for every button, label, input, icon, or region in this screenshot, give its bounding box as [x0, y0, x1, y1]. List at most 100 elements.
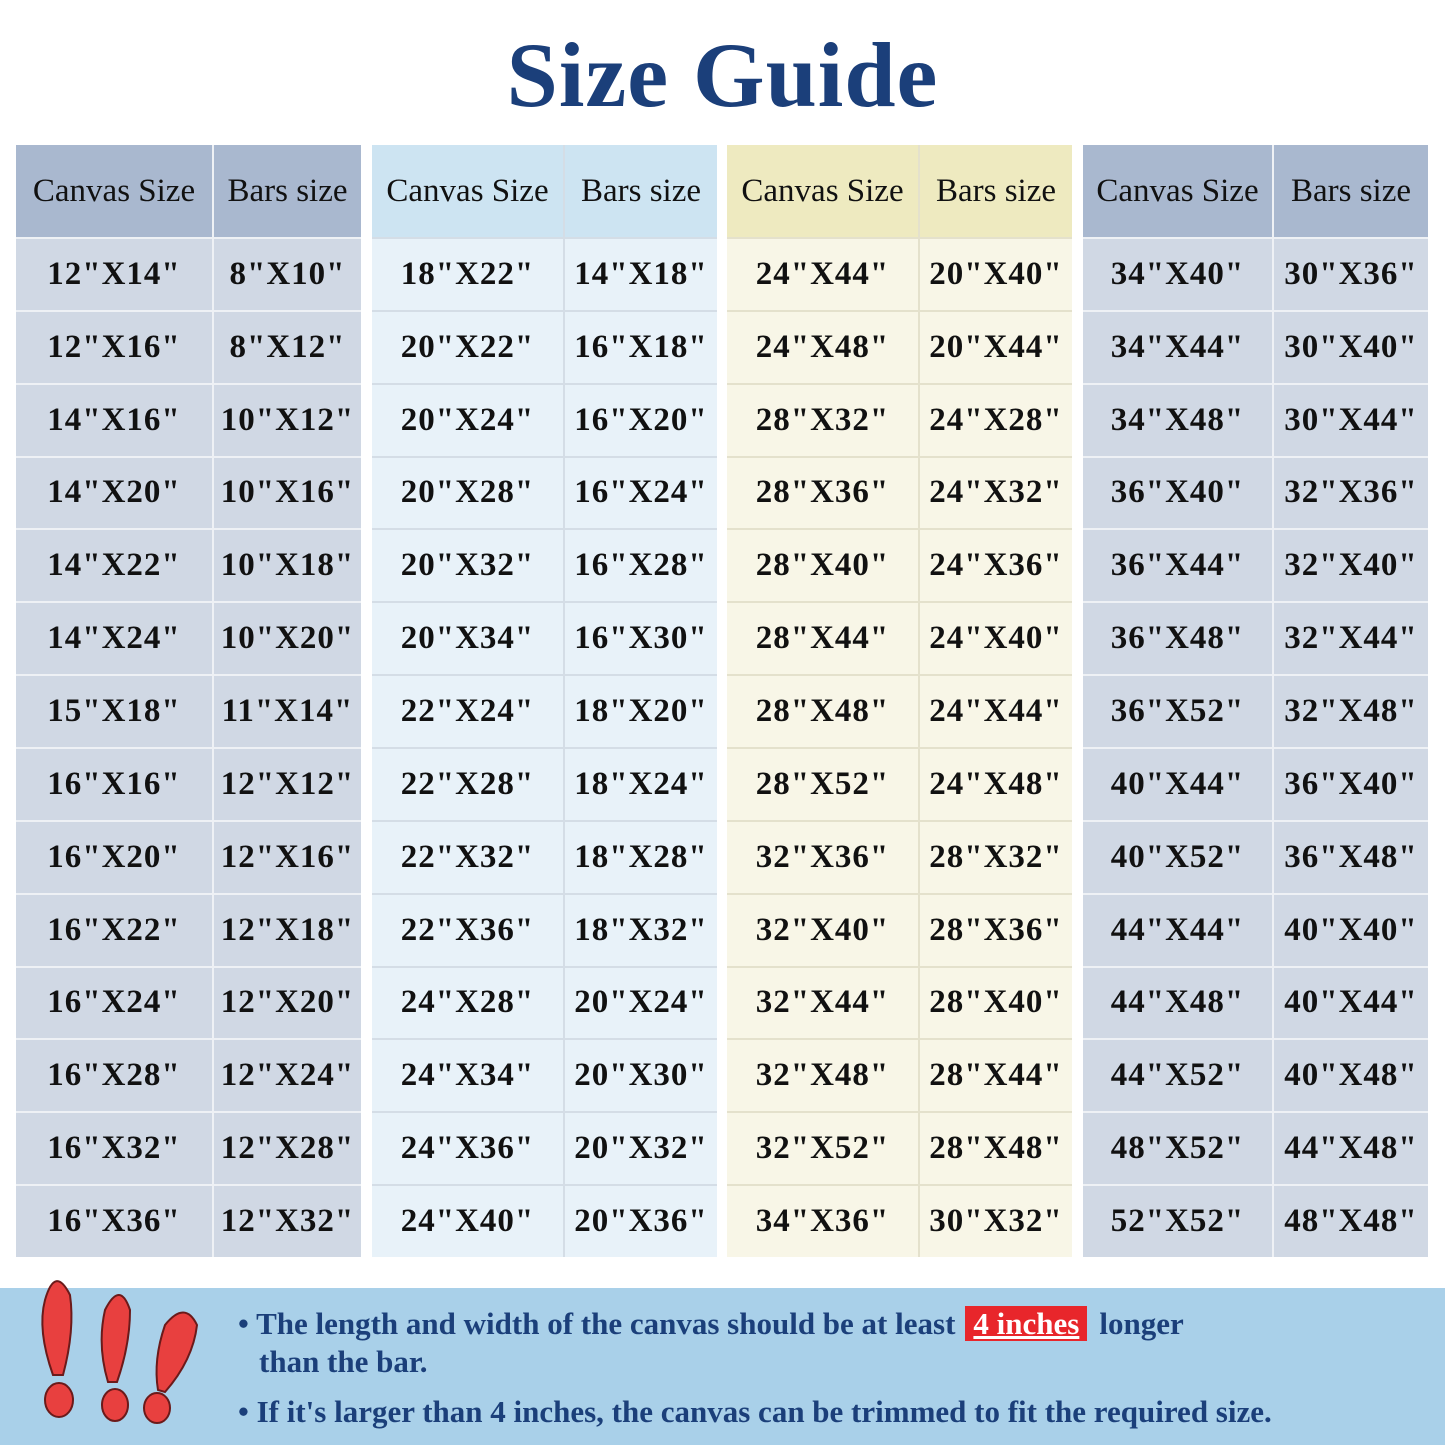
canvas-size-cell: 16"X20" — [16, 821, 212, 893]
canvas-size-cell: 22"X36" — [372, 894, 563, 966]
size-table-4: Canvas Size Bars size 34"X40" 30"X36" 34"X44… — [1083, 145, 1428, 1257]
canvas-size-cell: 36"X48" — [1083, 603, 1272, 675]
canvas-size-cell: 12"X14" — [16, 239, 212, 310]
canvas-size-cell: 34"X44" — [1083, 311, 1272, 383]
bars-size-cell: 36"X48" — [1274, 821, 1428, 893]
bars-size-cell: 32"X44" — [1274, 603, 1428, 675]
exclamation-marks-icon — [41, 1280, 199, 1424]
canvas-size-cell: 40"X52" — [1083, 821, 1272, 893]
canvas-size-cell: 34"X48" — [1083, 384, 1272, 456]
bars-size-cell: 28"X32" — [920, 821, 1072, 893]
bars-size-cell: 24"X40" — [920, 603, 1072, 675]
canvas-size-cell: 20"X22" — [372, 311, 563, 383]
note-2-text: If it's larger than 4 inches, the canvas… — [256, 1394, 1272, 1429]
bars-size-cell: 24"X36" — [920, 530, 1072, 602]
canvas-size-cell: 44"X52" — [1083, 1040, 1272, 1112]
canvas-size-cell: 32"X40" — [727, 894, 918, 966]
highlight-4-inches: 4 inches — [965, 1306, 1088, 1341]
canvas-size-cell: 22"X28" — [372, 748, 563, 820]
canvas-size-header: Canvas Size — [16, 145, 212, 237]
bars-size-cell: 20"X24" — [565, 967, 717, 1039]
bars-size-cell: 28"X48" — [920, 1113, 1072, 1185]
canvas-size-cell: 44"X44" — [1083, 894, 1272, 966]
canvas-size-cell: 36"X52" — [1083, 676, 1272, 747]
bars-size-cell: 20"X32" — [565, 1113, 717, 1185]
canvas-size-cell: 20"X28" — [372, 457, 563, 529]
bars-size-cell: 20"X44" — [920, 311, 1072, 383]
bars-size-cell: 48"X48" — [1274, 1186, 1428, 1257]
canvas-size-header: Canvas Size — [1083, 145, 1272, 237]
canvas-size-cell: 22"X32" — [372, 821, 563, 893]
canvas-size-cell: 14"X24" — [16, 603, 212, 675]
bars-size-cell: 12"X28" — [214, 1113, 361, 1185]
bars-size-header: Bars size — [565, 145, 717, 237]
canvas-size-cell: 44"X48" — [1083, 967, 1272, 1039]
canvas-size-cell: 14"X22" — [16, 530, 212, 602]
canvas-size-cell: 28"X44" — [727, 603, 918, 675]
canvas-size-cell: 32"X48" — [727, 1040, 918, 1112]
bars-size-cell: 16"X18" — [565, 311, 717, 383]
note-1-after: longer — [1099, 1306, 1184, 1341]
canvas-size-cell: 28"X48" — [727, 676, 918, 747]
bars-size-cell: 16"X24" — [565, 457, 717, 529]
size-table-1: Canvas Size Bars size 12"X14" 8"X10" 12"X16"… — [16, 145, 361, 1257]
bars-size-cell: 14"X18" — [565, 239, 717, 310]
canvas-size-cell: 28"X32" — [727, 384, 918, 456]
bars-size-cell: 18"X24" — [565, 748, 717, 820]
bars-size-cell: 24"X44" — [920, 676, 1072, 747]
canvas-size-cell: 20"X24" — [372, 384, 563, 456]
canvas-size-cell: 28"X36" — [727, 457, 918, 529]
bars-size-cell: 20"X30" — [565, 1040, 717, 1112]
canvas-size-cell: 34"X36" — [727, 1186, 918, 1257]
canvas-size-cell: 52"X52" — [1083, 1186, 1272, 1257]
bars-size-cell: 28"X40" — [920, 967, 1072, 1039]
bars-size-cell: 40"X40" — [1274, 894, 1428, 966]
bars-size-header: Bars size — [920, 145, 1072, 237]
canvas-size-header: Canvas Size — [372, 145, 563, 237]
canvas-size-cell: 20"X34" — [372, 603, 563, 675]
bars-size-cell: 30"X36" — [1274, 239, 1428, 310]
bars-size-cell: 20"X40" — [920, 239, 1072, 310]
canvas-size-cell: 16"X16" — [16, 748, 212, 820]
canvas-size-cell: 36"X44" — [1083, 530, 1272, 602]
bars-size-cell: 28"X44" — [920, 1040, 1072, 1112]
canvas-size-cell: 22"X24" — [372, 676, 563, 747]
canvas-size-cell: 28"X40" — [727, 530, 918, 602]
bars-size-cell: 8"X10" — [214, 239, 361, 310]
canvas-size-cell: 15"X18" — [16, 676, 212, 747]
canvas-size-cell: 18"X22" — [372, 239, 563, 310]
canvas-size-cell: 24"X36" — [372, 1113, 563, 1185]
canvas-size-header: Canvas Size — [727, 145, 918, 237]
page-title: Size Guide — [506, 24, 939, 126]
bars-size-cell: 12"X32" — [214, 1186, 361, 1257]
bars-size-cell: 18"X32" — [565, 894, 717, 966]
bars-size-cell: 30"X40" — [1274, 311, 1428, 383]
canvas-size-cell: 16"X32" — [16, 1113, 212, 1185]
size-table-2: Canvas Size Bars size 18"X22" 14"X18" 20"X22… — [372, 145, 717, 1257]
bars-size-cell: 10"X16" — [214, 457, 361, 529]
canvas-size-cell: 40"X44" — [1083, 748, 1272, 820]
bars-size-cell: 10"X12" — [214, 384, 361, 456]
bars-size-cell: 16"X28" — [565, 530, 717, 602]
notes-banner: • The length and width of the canvas sho… — [0, 1280, 1445, 1445]
size-table-3: Canvas Size Bars size 24"X44" 20"X40" 24"X48… — [727, 145, 1072, 1257]
bars-size-cell: 44"X48" — [1274, 1113, 1428, 1185]
canvas-size-cell: 20"X32" — [372, 530, 563, 602]
canvas-size-cell: 14"X20" — [16, 457, 212, 529]
canvas-size-cell: 32"X44" — [727, 967, 918, 1039]
note-1-continuation: than the bar. — [259, 1344, 428, 1379]
canvas-size-cell: 32"X36" — [727, 821, 918, 893]
bars-size-cell: 32"X36" — [1274, 457, 1428, 529]
canvas-size-cell: 14"X16" — [16, 384, 212, 456]
canvas-size-cell: 36"X40" — [1083, 457, 1272, 529]
bars-size-cell: 12"X18" — [214, 894, 361, 966]
bars-size-cell: 12"X16" — [214, 821, 361, 893]
bars-size-cell: 8"X12" — [214, 311, 361, 383]
bars-size-cell: 16"X20" — [565, 384, 717, 456]
canvas-size-cell: 12"X16" — [16, 311, 212, 383]
canvas-size-cell: 16"X24" — [16, 967, 212, 1039]
bars-size-cell: 18"X28" — [565, 821, 717, 893]
note-1-text: The length and width of the canvas shoul… — [256, 1306, 956, 1341]
canvas-size-cell: 24"X40" — [372, 1186, 563, 1257]
canvas-size-cell: 32"X52" — [727, 1113, 918, 1185]
